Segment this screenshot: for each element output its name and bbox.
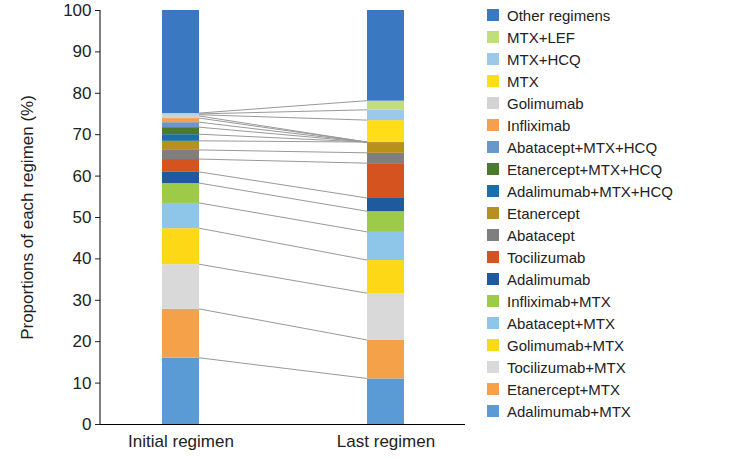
svg-text:Last regimen: Last regimen bbox=[337, 432, 435, 451]
html-text:MTX+HCQ: MTX+HCQ bbox=[507, 50, 581, 68]
svg-text:40: 40 bbox=[73, 249, 92, 268]
svg-text:Proportions of each regimen (%: Proportions of each regimen (%) bbox=[18, 95, 37, 340]
html-text:Etanercept+MTX+HCQ: Etanercept+MTX+HCQ bbox=[507, 160, 663, 178]
html-text:MTX+LEF: MTX+LEF bbox=[507, 28, 575, 46]
html-text:Golimumab+MTX: Golimumab+MTX bbox=[507, 336, 625, 354]
svg-text:20: 20 bbox=[73, 332, 92, 351]
html-text:Abatacept+MTX+HCQ: Abatacept+MTX+HCQ bbox=[507, 138, 658, 156]
html-text:Infliximab: Infliximab bbox=[507, 116, 571, 134]
svg-text:30: 30 bbox=[73, 291, 92, 310]
svg-text:Initial regimen: Initial regimen bbox=[128, 432, 234, 451]
html-text:Tocilizumab+MTX: Tocilizumab+MTX bbox=[507, 358, 626, 376]
svg-text:100: 100 bbox=[63, 1, 91, 20]
html-text:Adalimumab: Adalimumab bbox=[507, 270, 591, 288]
svg-text:70: 70 bbox=[73, 125, 92, 144]
html-text:Abatacept: Abatacept bbox=[507, 226, 575, 244]
html-text:Golimumab: Golimumab bbox=[507, 94, 584, 112]
html-text:Etanercept: Etanercept bbox=[507, 204, 580, 222]
html-text:Tocilizumab: Tocilizumab bbox=[507, 248, 586, 266]
svg-text:80: 80 bbox=[73, 84, 92, 103]
svg-text:60: 60 bbox=[73, 167, 92, 186]
html-text:Other regimens: Other regimens bbox=[507, 6, 611, 24]
html-text:MTX: MTX bbox=[507, 72, 539, 90]
svg-text:50: 50 bbox=[73, 208, 92, 227]
html-text:Adalimumab+MTX+HCQ: Adalimumab+MTX+HCQ bbox=[507, 182, 673, 200]
html-text:Abatacept+MTX: Abatacept+MTX bbox=[507, 314, 615, 332]
html-text:Etanercept+MTX: Etanercept+MTX bbox=[507, 380, 620, 398]
html-text:Infliximab+MTX: Infliximab+MTX bbox=[507, 292, 611, 310]
svg-text:0: 0 bbox=[82, 415, 91, 434]
html-text:Adalimumab+MTX: Adalimumab+MTX bbox=[507, 402, 631, 420]
svg-text:10: 10 bbox=[73, 374, 92, 393]
svg-text:90: 90 bbox=[73, 42, 92, 61]
